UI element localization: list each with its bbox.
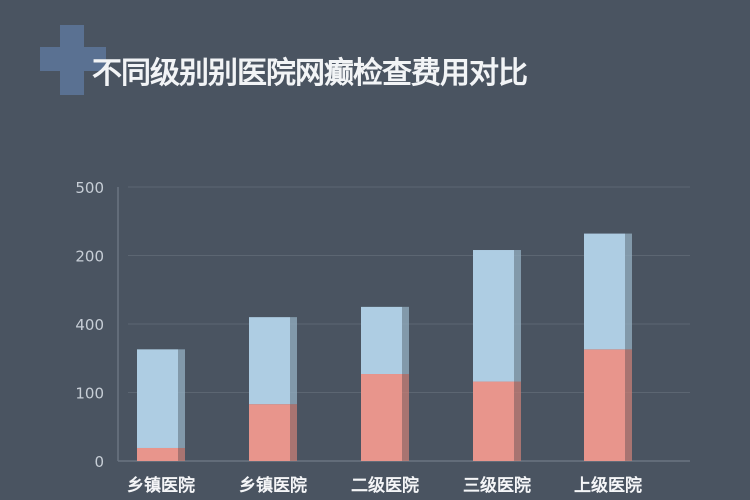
bar-side-shade xyxy=(402,306,409,375)
bar-side xyxy=(402,374,409,461)
bar-side xyxy=(625,233,632,350)
bar-side xyxy=(402,306,409,375)
x-tick-label: 乡镇医院 xyxy=(239,475,307,496)
bar-side-shade xyxy=(514,381,521,461)
y-tick-label: 100 xyxy=(75,385,104,403)
bar-side xyxy=(514,250,521,382)
y-tick-label: 400 xyxy=(75,316,104,334)
bar-segment xyxy=(137,447,178,461)
bar-side-shade xyxy=(402,374,409,461)
bar-side xyxy=(514,381,521,461)
y-tick-label: 200 xyxy=(75,248,104,266)
bar-segment xyxy=(473,381,514,461)
bar-side-shade xyxy=(514,250,521,382)
bar-segment xyxy=(249,317,290,405)
bar-segment xyxy=(137,349,178,448)
bar-side-shade xyxy=(178,349,185,448)
bar-side xyxy=(178,349,185,448)
bar-side xyxy=(178,447,185,461)
bar-segment xyxy=(584,349,625,461)
bar-side-shade xyxy=(178,447,185,461)
bar-side xyxy=(625,349,632,461)
y-tick-label: 500 xyxy=(75,179,104,197)
bar-side-shade xyxy=(290,404,297,461)
bar-side-shade xyxy=(290,317,297,405)
x-tick-label: 三级医院 xyxy=(463,475,531,496)
bar-side-shade xyxy=(625,233,632,350)
bar-segment xyxy=(361,306,402,375)
bar-side-shade xyxy=(625,349,632,461)
bar-segment xyxy=(361,374,402,461)
x-tick-label: 乡镇医院 xyxy=(127,475,195,496)
bar-side xyxy=(290,404,297,461)
bar-segment xyxy=(584,233,625,350)
chart-title: 不同级别别医院网癫检查费用对比 xyxy=(92,56,528,91)
y-tick-label: 0 xyxy=(94,453,104,471)
bar-segment xyxy=(249,404,290,461)
medical-cross-icon-bar xyxy=(40,47,106,71)
x-tick-label: 二级医院 xyxy=(351,475,419,496)
x-tick-label: 上级医院 xyxy=(574,475,642,496)
bar-segment xyxy=(473,250,514,382)
bar-side xyxy=(290,317,297,405)
